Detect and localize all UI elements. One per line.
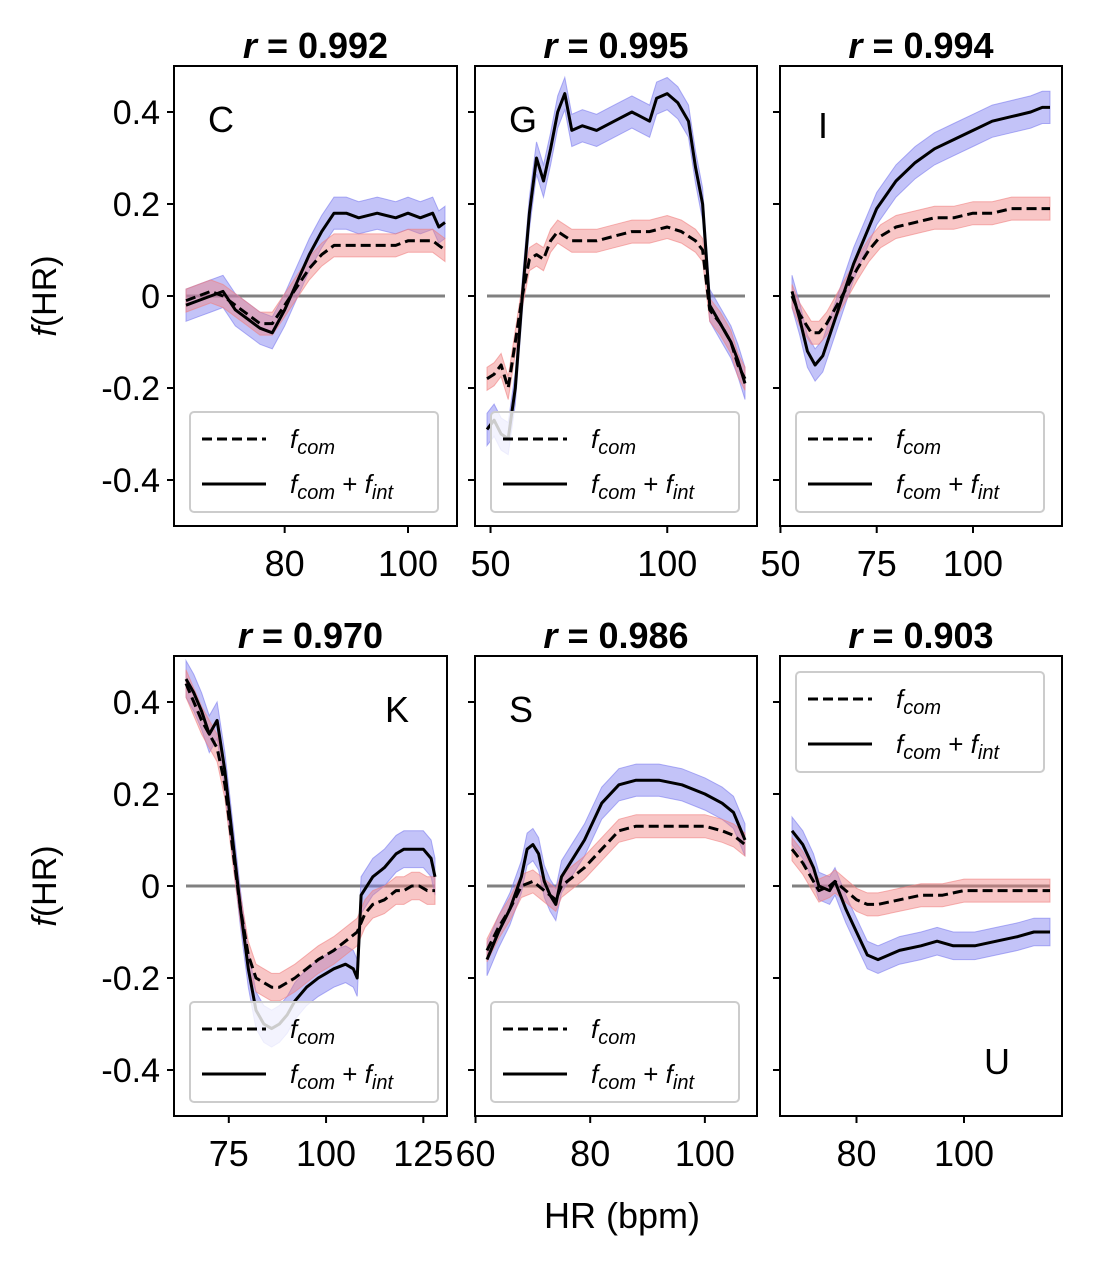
panel-letter: K xyxy=(385,689,409,730)
band-com xyxy=(791,196,1051,345)
x-tick-label: 60 xyxy=(456,1133,496,1174)
panel-letter: I xyxy=(818,105,828,146)
y-tick-label: 0.4 xyxy=(113,684,160,722)
legend-label-com-int: fcom​ + fint​ xyxy=(290,469,394,504)
y-tick-label: -0.4 xyxy=(101,462,160,500)
band-int xyxy=(791,90,1051,382)
y-tick-label: 0 xyxy=(141,868,160,906)
panel-letter: S xyxy=(509,689,533,730)
band-com xyxy=(486,214,746,400)
plot-area xyxy=(790,90,1051,382)
panel-title: r = 0.992 xyxy=(243,25,388,66)
legend-label-com: fcom​ xyxy=(290,424,335,459)
legend-label-com: fcom​ xyxy=(896,684,941,719)
line-com-plus-int xyxy=(790,105,1050,367)
legend-label-com-int: fcom​ + fint​ xyxy=(896,729,1000,764)
panel-K: r = 0.9700.40.20-0.2-0.475100125Kfcom​fc… xyxy=(101,615,453,1174)
y-tick-label: 0.4 xyxy=(113,94,160,132)
x-tick-label: 100 xyxy=(296,1133,356,1174)
y-tick-label: 0.2 xyxy=(113,776,160,814)
band-com xyxy=(486,814,746,963)
legend-box xyxy=(490,411,740,513)
x-axis-label: HR (bpm) xyxy=(544,1195,700,1236)
legend-label-com: fcom​ xyxy=(591,1014,636,1049)
x-tick-label: 50 xyxy=(471,543,511,584)
x-tick-label: 80 xyxy=(836,1133,876,1174)
plot-area xyxy=(485,763,747,976)
legend-label-com-int: fcom​ + fint​ xyxy=(591,1059,695,1094)
plot-area xyxy=(790,815,1051,974)
panel-title: r = 0.994 xyxy=(848,25,993,66)
legend-label-com-int: fcom​ + fint​ xyxy=(591,469,695,504)
y-tick-label: -0.4 xyxy=(101,1052,160,1090)
y-axis-label-bottom: f(HR) xyxy=(26,845,64,926)
legend-label-com: fcom​ xyxy=(896,424,941,459)
panel-title: r = 0.995 xyxy=(543,25,688,66)
y-tick-label: -0.2 xyxy=(101,370,160,408)
legend: fcom​ fcom​ + fint​ xyxy=(490,411,740,513)
band-com xyxy=(185,228,446,336)
x-tick-label: 75 xyxy=(857,543,897,584)
panel-title: r = 0.986 xyxy=(543,615,688,656)
legend-label-com-int: fcom​ + fint​ xyxy=(290,1059,394,1094)
x-tick-label: 100 xyxy=(943,543,1003,584)
legend: fcom​ fcom​ + fint​ xyxy=(189,1001,439,1103)
legend-label-com-int: fcom​ + fint​ xyxy=(896,469,1000,504)
legend-box xyxy=(189,411,439,513)
line-com xyxy=(185,239,446,326)
y-tick-label: 0 xyxy=(141,278,160,316)
line-com xyxy=(485,824,746,952)
x-tick-label: 100 xyxy=(637,543,697,584)
line-com xyxy=(790,207,1050,335)
x-tick-label: 50 xyxy=(760,543,800,584)
band-com xyxy=(185,669,436,1002)
panel-C: r = 0.9920.40.20-0.2-0.480100Cfcom​fcom​… xyxy=(101,25,458,584)
line-com xyxy=(184,683,435,989)
line-com-plus-int xyxy=(790,829,1050,962)
legend-box xyxy=(189,1001,439,1103)
line-com-plus-int xyxy=(485,778,747,961)
x-tick-label: 100 xyxy=(934,1133,994,1174)
legend-label-com: fcom​ xyxy=(290,1014,335,1049)
x-tick-label: 125 xyxy=(393,1133,453,1174)
y-tick-label: -0.2 xyxy=(101,960,160,998)
line-com-plus-int xyxy=(184,678,437,1031)
panel-title: r = 0.903 xyxy=(848,615,993,656)
legend: fcom​ fcom​ + fint​ xyxy=(795,671,1045,773)
y-axis-label-top: f(HR) xyxy=(26,255,64,336)
line-com xyxy=(486,225,747,390)
legend-label-com: fcom​ xyxy=(591,424,636,459)
plot-area xyxy=(185,196,446,350)
legend: fcom​ fcom​ + fint​ xyxy=(490,1001,740,1103)
line-com xyxy=(790,848,1050,906)
legend-box xyxy=(795,411,1045,513)
line-com-plus-int xyxy=(485,92,747,441)
panel-letter: G xyxy=(509,99,537,140)
panel-title: r = 0.970 xyxy=(238,615,383,656)
y-tick-label: 0.2 xyxy=(113,186,160,224)
panel-letter: C xyxy=(208,99,234,140)
band-com xyxy=(791,836,1051,917)
x-tick-label: 100 xyxy=(675,1133,735,1174)
legend: fcom​ fcom​ + fint​ xyxy=(795,411,1045,513)
panel-letter: U xyxy=(984,1041,1010,1082)
x-tick-label: 100 xyxy=(378,543,438,584)
legend-box xyxy=(490,1001,740,1103)
x-tick-label: 75 xyxy=(209,1133,249,1174)
legend: fcom​ fcom​ + fint​ xyxy=(189,411,439,513)
x-tick-label: 80 xyxy=(570,1133,610,1174)
legend-box xyxy=(795,671,1045,773)
x-tick-label: 80 xyxy=(265,543,305,584)
